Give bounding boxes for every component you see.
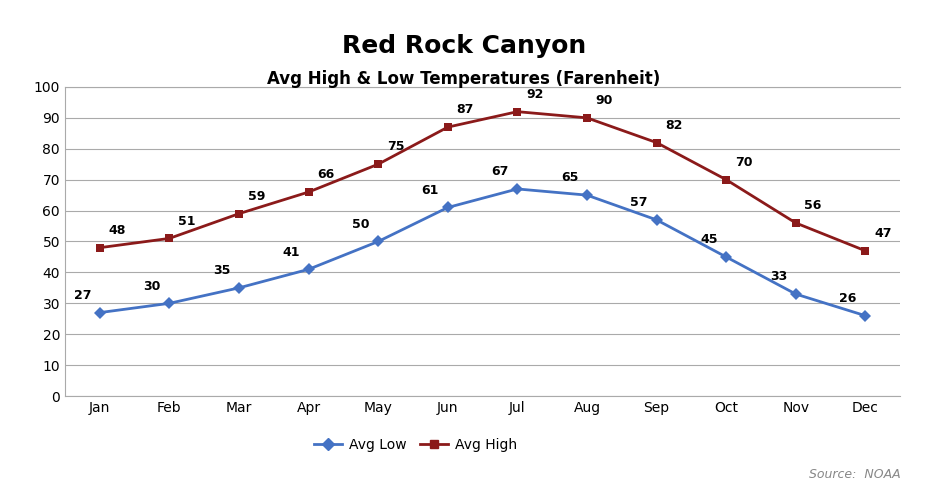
Text: 59: 59 xyxy=(248,190,265,203)
Text: 75: 75 xyxy=(387,141,404,154)
Text: 92: 92 xyxy=(526,88,543,101)
Text: 57: 57 xyxy=(629,196,647,209)
Text: 26: 26 xyxy=(838,292,856,305)
Avg High xyxy=(512,109,523,114)
Avg Low xyxy=(163,300,174,306)
Text: 70: 70 xyxy=(734,156,752,169)
Avg High xyxy=(372,161,384,167)
Text: 41: 41 xyxy=(282,245,299,258)
Avg Low xyxy=(512,186,523,192)
Avg Low xyxy=(789,291,800,297)
Text: 87: 87 xyxy=(456,103,474,116)
Avg Low xyxy=(441,205,452,211)
Avg Low xyxy=(234,285,245,291)
Avg Low xyxy=(302,267,313,272)
Avg High xyxy=(650,140,661,145)
Avg High xyxy=(789,220,800,226)
Text: 35: 35 xyxy=(212,264,230,277)
Text: 67: 67 xyxy=(490,165,508,178)
Avg High xyxy=(302,189,313,195)
Avg High xyxy=(858,248,870,254)
Text: 65: 65 xyxy=(560,171,578,185)
Avg Low xyxy=(650,217,661,223)
Text: 33: 33 xyxy=(768,270,786,283)
Text: 61: 61 xyxy=(421,184,438,197)
Line: Avg Low: Avg Low xyxy=(95,185,869,320)
Text: 51: 51 xyxy=(178,214,196,227)
Text: 50: 50 xyxy=(351,218,369,231)
Avg Low xyxy=(372,239,384,244)
Text: 56: 56 xyxy=(804,199,821,212)
Text: 48: 48 xyxy=(108,224,126,237)
Text: 47: 47 xyxy=(873,227,891,240)
Text: 66: 66 xyxy=(317,168,335,181)
Avg High xyxy=(95,245,106,251)
Avg High xyxy=(580,115,591,121)
Avg High xyxy=(441,124,452,130)
Text: 82: 82 xyxy=(665,119,682,132)
Avg Low xyxy=(719,254,730,260)
Text: 27: 27 xyxy=(73,289,91,302)
Avg Low xyxy=(858,313,870,319)
Avg Low xyxy=(95,310,106,315)
Text: Source:  NOAA: Source: NOAA xyxy=(807,468,899,481)
Avg High xyxy=(719,177,730,183)
Text: 30: 30 xyxy=(143,280,160,293)
Avg High xyxy=(163,236,174,242)
Text: 90: 90 xyxy=(595,94,613,107)
Text: 45: 45 xyxy=(699,233,717,246)
Avg Low xyxy=(580,192,591,198)
Line: Avg High: Avg High xyxy=(95,108,869,255)
Avg High xyxy=(234,211,245,216)
Text: Avg High & Low Temperatures (Farenheit): Avg High & Low Temperatures (Farenheit) xyxy=(267,70,660,88)
Text: Red Rock Canyon: Red Rock Canyon xyxy=(341,34,586,58)
Legend: Avg Low, Avg High: Avg Low, Avg High xyxy=(309,432,522,457)
